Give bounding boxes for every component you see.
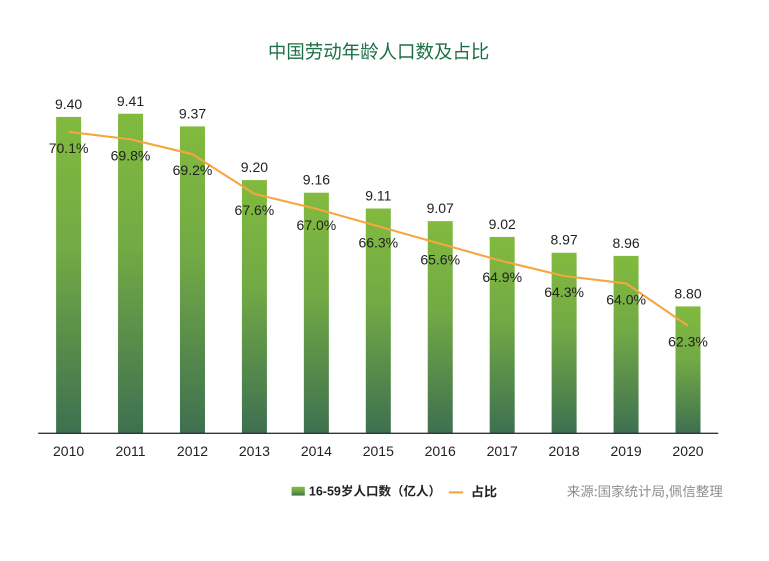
svg-text:8.97: 8.97 xyxy=(550,232,577,248)
svg-text:8.80: 8.80 xyxy=(674,285,701,301)
svg-text:69.8%: 69.8% xyxy=(111,147,151,163)
svg-text:2012: 2012 xyxy=(177,443,208,459)
svg-text:2020: 2020 xyxy=(672,443,703,459)
svg-text:67.0%: 67.0% xyxy=(297,217,337,233)
svg-text:2013: 2013 xyxy=(239,443,270,459)
svg-text:62.3%: 62.3% xyxy=(668,334,708,350)
svg-text:2014: 2014 xyxy=(301,443,332,459)
svg-text:69.2%: 69.2% xyxy=(173,162,213,178)
svg-text:9.02: 9.02 xyxy=(489,216,516,232)
svg-text:64.9%: 64.9% xyxy=(482,269,522,285)
svg-text:9.40: 9.40 xyxy=(55,96,82,112)
svg-text:2017: 2017 xyxy=(487,443,518,459)
svg-text:8.96: 8.96 xyxy=(612,235,639,251)
svg-text:2016: 2016 xyxy=(425,443,456,459)
svg-text:65.6%: 65.6% xyxy=(420,252,460,268)
svg-text:64.0%: 64.0% xyxy=(606,291,646,307)
svg-text:70.1%: 70.1% xyxy=(49,140,89,156)
svg-text:66.3%: 66.3% xyxy=(358,234,398,250)
svg-text:2010: 2010 xyxy=(53,443,84,459)
svg-text:9.41: 9.41 xyxy=(117,93,144,109)
svg-text:9.20: 9.20 xyxy=(241,159,268,175)
svg-text:2011: 2011 xyxy=(115,443,145,459)
svg-text:2019: 2019 xyxy=(611,443,642,459)
svg-text:2015: 2015 xyxy=(363,443,394,459)
svg-text:9.11: 9.11 xyxy=(365,188,391,204)
svg-text:64.3%: 64.3% xyxy=(544,284,584,300)
svg-text:9.37: 9.37 xyxy=(179,105,206,121)
svg-text:9.16: 9.16 xyxy=(303,172,330,188)
svg-text:9.07: 9.07 xyxy=(427,200,454,216)
svg-text:16-59: 16-59 xyxy=(309,485,341,499)
svg-text:67.6%: 67.6% xyxy=(235,202,275,218)
svg-text:2018: 2018 xyxy=(549,443,580,459)
